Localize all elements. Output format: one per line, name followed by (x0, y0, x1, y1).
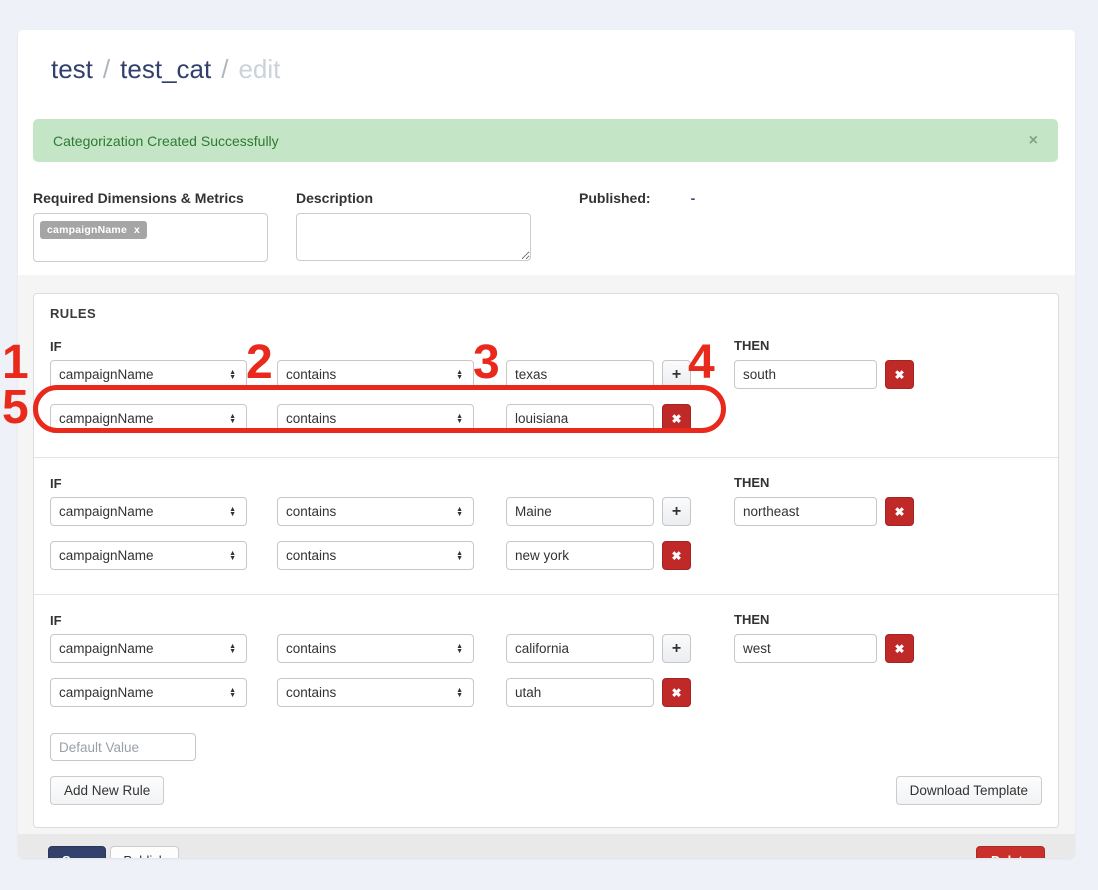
add-condition-button[interactable]: + (662, 497, 691, 526)
then-value-input[interactable] (734, 634, 877, 663)
dimension-select[interactable]: campaignName (50, 634, 247, 663)
if-label: IF (50, 339, 62, 354)
then-value-input[interactable] (734, 497, 877, 526)
select-caret-icon (229, 644, 236, 654)
rules-panel: RULES IF THEN campaignName contains (33, 293, 1059, 828)
description-textarea[interactable] (296, 213, 531, 261)
condition-value-input[interactable] (506, 360, 654, 389)
select-caret-icon (229, 551, 236, 561)
remove-rule-button[interactable]: ✖ (885, 360, 914, 389)
add-condition-button[interactable]: + (662, 360, 691, 389)
rule-group-labels: IF THEN (50, 338, 1042, 356)
remove-condition-button[interactable]: ✖ (662, 678, 691, 707)
rule-group-labels: IF THEN (50, 612, 1042, 630)
add-new-rule-button[interactable]: Add New Rule (50, 776, 165, 805)
dimension-tag: campaignName x (40, 221, 148, 239)
rules-panel-bottom: Add New Rule Download Template (50, 776, 1042, 805)
breadcrumb-item-test-cat[interactable]: test_cat (120, 53, 212, 84)
select-caret-icon (456, 688, 463, 698)
remove-condition-button[interactable]: ✖ (662, 541, 691, 570)
add-condition-button[interactable]: + (662, 634, 691, 663)
action-footer: Save Publish Delete (18, 834, 1075, 858)
operator-select[interactable]: contains (277, 678, 474, 707)
delete-button[interactable]: Delete (975, 846, 1045, 858)
condition-row: campaignName contains + ✖ (50, 634, 1042, 663)
close-icon[interactable]: × (1028, 131, 1038, 149)
dimension-select[interactable]: campaignName (50, 404, 247, 433)
rules-title: RULES (50, 306, 97, 321)
publish-button[interactable]: Publish (110, 846, 180, 858)
then-column: ✖ (734, 634, 914, 663)
select-caret-icon (456, 551, 463, 561)
description-label: Description (296, 190, 374, 206)
operator-select[interactable]: contains (277, 404, 474, 433)
breadcrumb-item-edit: edit (238, 53, 281, 84)
tag-remove-icon[interactable]: x (134, 224, 141, 236)
then-label: THEN (734, 475, 770, 490)
meta-form-row: Required Dimensions & Metrics campaignNa… (18, 162, 1075, 266)
if-label: IF (50, 476, 62, 491)
success-alert: Categorization Created Successfully × (33, 119, 1058, 162)
default-value-input[interactable] (50, 733, 196, 761)
remove-rule-button[interactable]: ✖ (885, 634, 914, 663)
then-value-input[interactable] (734, 360, 877, 389)
rules-section: RULES IF THEN campaignName contains (18, 275, 1075, 834)
select-caret-icon (229, 507, 236, 517)
remove-condition-button[interactable]: ✖ (662, 404, 691, 433)
then-label: THEN (734, 612, 770, 627)
description-field: Description (296, 190, 559, 266)
download-template-button[interactable]: Download Template (895, 776, 1042, 805)
select-caret-icon (229, 414, 236, 424)
select-caret-icon (456, 644, 463, 654)
rule-divider (34, 457, 1058, 458)
condition-value-input[interactable] (506, 404, 654, 433)
condition-row: campaignName contains + ✖ (50, 360, 1042, 389)
condition-value-input[interactable] (506, 678, 654, 707)
dimensions-tag-box[interactable]: campaignName x (33, 213, 268, 262)
condition-row: campaignName contains ✖ (50, 678, 1042, 707)
dimension-select[interactable]: campaignName (50, 541, 247, 570)
success-alert-message: Categorization Created Successfully (53, 132, 279, 149)
published-label: Published: (579, 190, 651, 206)
published-value: - (690, 190, 696, 206)
select-caret-icon (229, 370, 236, 380)
operator-select[interactable]: contains (277, 541, 474, 570)
then-column: ✖ (734, 360, 914, 389)
then-column: ✖ (734, 497, 914, 526)
dimension-select[interactable]: campaignName (50, 678, 247, 707)
if-label: IF (50, 613, 62, 628)
condition-row: campaignName contains + ✖ (50, 497, 1042, 526)
condition-value-input[interactable] (506, 634, 654, 663)
dimension-select[interactable]: campaignName (50, 497, 247, 526)
rule-group-3: IF THEN campaignName contains + (50, 612, 1042, 707)
condition-value-input[interactable] (506, 541, 654, 570)
select-caret-icon (456, 414, 463, 424)
rule-group-2: IF THEN campaignName contains + (50, 475, 1042, 570)
condition-row: campaignName contains ✖ (50, 541, 1042, 570)
rule-divider (34, 594, 1058, 595)
condition-row: campaignName contains ✖ (50, 404, 1042, 433)
select-caret-icon (456, 370, 463, 380)
save-button[interactable]: Save (48, 846, 107, 858)
remove-rule-button[interactable]: ✖ (885, 497, 914, 526)
operator-select[interactable]: contains (277, 360, 474, 389)
select-caret-icon (229, 688, 236, 698)
breadcrumb-separator: / (102, 53, 111, 84)
dimension-select[interactable]: campaignName (50, 360, 247, 389)
operator-select[interactable]: contains (277, 497, 474, 526)
select-caret-icon (456, 507, 463, 517)
published-field: Published: - (579, 190, 695, 266)
operator-select[interactable]: contains (277, 634, 474, 663)
rule-group-1: IF THEN campaignName contains + (50, 338, 1042, 433)
required-dimensions-field: Required Dimensions & Metrics campaignNa… (33, 190, 286, 266)
dimension-tag-label: campaignName (47, 224, 128, 236)
breadcrumb-item-test[interactable]: test (51, 53, 93, 84)
breadcrumb: test / test_cat / edit (18, 30, 1075, 92)
condition-value-input[interactable] (506, 497, 654, 526)
rule-group-labels: IF THEN (50, 475, 1042, 493)
breadcrumb-separator: / (221, 53, 229, 84)
main-card: test / test_cat / edit Categorization Cr… (18, 30, 1075, 858)
required-dimensions-label: Required Dimensions & Metrics (33, 190, 244, 206)
then-label: THEN (734, 338, 770, 353)
